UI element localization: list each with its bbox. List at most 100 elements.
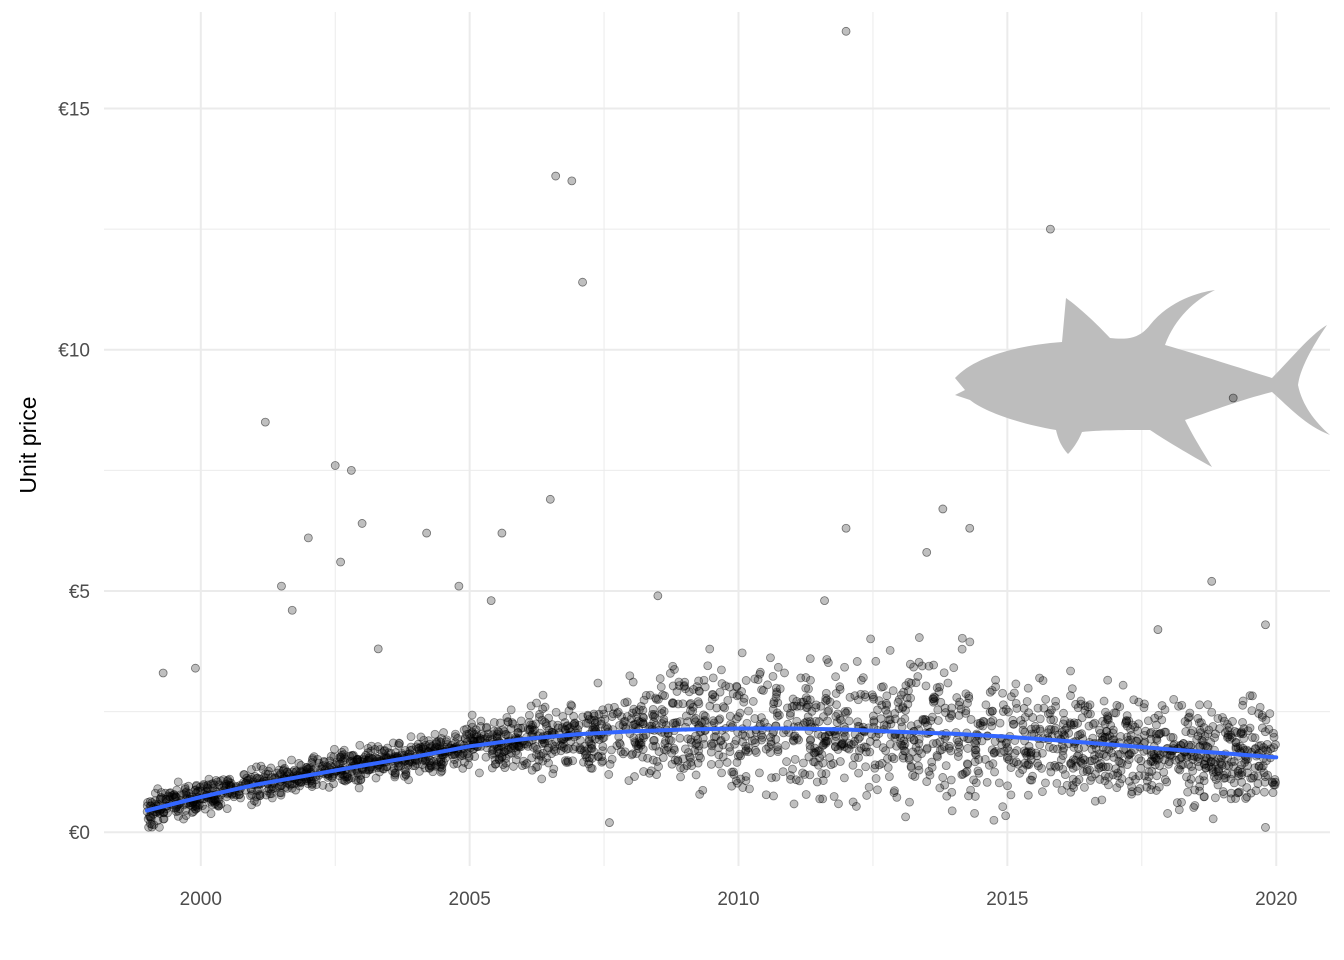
data-point xyxy=(798,768,807,778)
data-point xyxy=(974,768,984,778)
data-point xyxy=(700,715,710,725)
data-point xyxy=(1180,717,1190,726)
data-point xyxy=(664,735,674,745)
data-point xyxy=(459,725,469,735)
data-point xyxy=(654,762,663,772)
data-point xyxy=(700,711,710,721)
data-point xyxy=(821,693,831,703)
data-point xyxy=(580,746,589,756)
data-point xyxy=(542,753,551,763)
data-point xyxy=(472,732,482,742)
data-point xyxy=(400,765,410,775)
data-point xyxy=(181,788,191,798)
data-point xyxy=(1038,748,1047,758)
data-point xyxy=(801,683,811,693)
data-point xyxy=(673,699,683,709)
data-point xyxy=(607,712,617,721)
data-point xyxy=(910,772,920,781)
data-point xyxy=(811,716,821,726)
data-point xyxy=(329,752,339,762)
data-point xyxy=(516,742,526,752)
data-point xyxy=(1238,717,1247,727)
data-point xyxy=(1021,748,1030,758)
data-point xyxy=(620,698,630,708)
data-point xyxy=(1066,760,1076,769)
data-point xyxy=(783,703,792,713)
data-point xyxy=(902,693,912,703)
data-point xyxy=(1165,751,1175,760)
data-point xyxy=(1246,788,1256,798)
data-point xyxy=(405,746,415,755)
data-point xyxy=(1226,794,1236,804)
data-point xyxy=(643,753,652,763)
data-point xyxy=(1136,756,1146,766)
data-point xyxy=(542,721,551,731)
data-point xyxy=(1155,750,1165,760)
data-point xyxy=(303,779,313,789)
data-point xyxy=(451,729,460,739)
data-point xyxy=(1206,757,1216,766)
data-point xyxy=(1018,725,1028,735)
data-point xyxy=(733,751,743,761)
data-point xyxy=(985,707,995,717)
data-point xyxy=(894,704,904,714)
data-point xyxy=(599,709,609,719)
data-point xyxy=(914,746,924,755)
data-point xyxy=(425,761,435,771)
data-point xyxy=(156,792,166,802)
data-point xyxy=(692,682,702,691)
data-point xyxy=(410,761,420,771)
data-point xyxy=(892,792,902,802)
data-point xyxy=(247,765,256,774)
data-point xyxy=(308,753,318,763)
data-point xyxy=(707,741,717,751)
data-point xyxy=(898,753,908,763)
data-point xyxy=(407,745,417,755)
data-point xyxy=(334,771,344,781)
data-point xyxy=(366,746,376,756)
data-point xyxy=(1218,787,1228,796)
data-point xyxy=(538,748,548,758)
data-point xyxy=(213,800,222,810)
data-point xyxy=(330,461,340,470)
data-point xyxy=(1145,729,1155,738)
data-point xyxy=(773,662,783,672)
data-point xyxy=(208,796,218,806)
data-point xyxy=(596,716,606,726)
data-point xyxy=(1019,703,1029,713)
data-point xyxy=(1022,747,1031,757)
data-point xyxy=(1008,715,1018,725)
data-point xyxy=(1150,760,1160,770)
data-point xyxy=(1233,743,1243,753)
data-point xyxy=(199,781,208,791)
data-point xyxy=(1009,688,1019,698)
data-point xyxy=(873,705,882,715)
data-point xyxy=(432,760,442,769)
data-point xyxy=(1237,727,1246,737)
data-point xyxy=(1121,717,1131,727)
data-point xyxy=(821,688,831,698)
data-point xyxy=(353,755,362,765)
data-point xyxy=(708,673,718,683)
data-point xyxy=(689,685,698,694)
data-point xyxy=(904,755,914,764)
data-point xyxy=(303,533,313,543)
data-point xyxy=(841,708,851,718)
data-point xyxy=(604,770,614,779)
data-point xyxy=(513,728,523,738)
data-point xyxy=(327,773,337,783)
data-point xyxy=(909,662,919,672)
data-point xyxy=(196,786,206,796)
data-point xyxy=(145,797,155,806)
data-point xyxy=(619,717,629,727)
data-point xyxy=(475,734,485,743)
data-point xyxy=(1122,732,1132,742)
data-point xyxy=(1271,740,1280,750)
data-point xyxy=(825,753,835,762)
data-point xyxy=(1199,776,1209,786)
data-point xyxy=(495,752,505,762)
data-point xyxy=(971,750,981,760)
data-point xyxy=(715,714,725,724)
data-point xyxy=(870,760,880,770)
data-point xyxy=(597,752,607,762)
